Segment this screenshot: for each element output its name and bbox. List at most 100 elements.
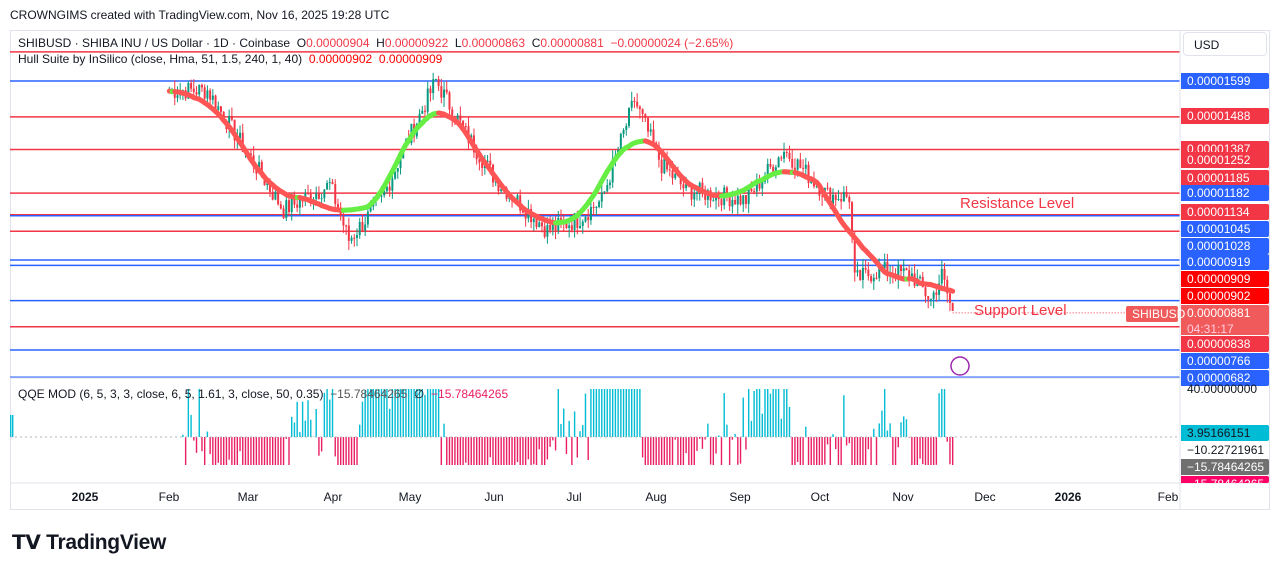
qqe-bar (679, 437, 682, 465)
tradingview-logo[interactable]: 𝗧𝗩 TradingView (12, 531, 167, 554)
qqe-bar (924, 437, 927, 465)
candle (793, 167, 796, 170)
candle (910, 273, 913, 280)
candle (929, 298, 932, 300)
candle (856, 270, 859, 273)
qqe-bar (723, 393, 725, 437)
qqe-bar (546, 437, 549, 460)
qqe-bar (456, 437, 459, 465)
qqe-bar (584, 393, 587, 437)
qqe-bar (263, 437, 266, 465)
qqe-bar (794, 437, 796, 465)
candle (625, 125, 628, 130)
candle (834, 194, 837, 201)
qqe-bar (916, 437, 919, 465)
qqe-bar (739, 437, 742, 464)
qqe-bar (927, 437, 929, 465)
candle (342, 216, 345, 226)
qqe-bar (193, 437, 195, 441)
candle (728, 196, 731, 207)
candle (394, 171, 397, 179)
qqe-axis-label: −15.78464265 (1181, 476, 1269, 483)
candle (690, 186, 693, 200)
candle (356, 235, 358, 238)
qqe-bar (913, 437, 916, 465)
qqe-bar (622, 389, 625, 437)
candle (875, 277, 878, 279)
candle (369, 206, 372, 212)
qqe-bar (407, 389, 410, 437)
qqe-bar (310, 419, 312, 437)
price-axis-level-label: 0.00001028 (1181, 238, 1269, 254)
qqe-bar (220, 437, 222, 465)
qqe-bar (903, 416, 905, 437)
qqe-bar (505, 437, 508, 465)
hull-legend[interactable]: Hull Suite by InSilico (close, Hma, 51, … (18, 52, 443, 66)
candle (481, 162, 484, 168)
qqe-bar (549, 437, 551, 447)
qqe-bar (767, 389, 769, 437)
x-tick-label: Aug (645, 490, 667, 504)
qqe-bar (938, 393, 940, 437)
qqe-bar (693, 437, 695, 465)
candle (652, 129, 655, 143)
candle (192, 88, 195, 93)
qqe-bar (595, 389, 598, 437)
qqe-bar (514, 437, 516, 465)
candle (804, 164, 807, 169)
qqe-bar (881, 410, 883, 437)
candle (758, 179, 761, 189)
price-axis-level-label: 0.00000919 (1181, 254, 1269, 270)
candle (546, 224, 549, 237)
candle (932, 292, 935, 299)
qqe-bar (473, 437, 475, 465)
qqe-bar (832, 434, 834, 437)
qqe-bar (609, 389, 611, 437)
qqe-bar (905, 419, 908, 437)
qqe-bar (231, 437, 233, 465)
price-axis-level-label: 0.00000766 (1181, 353, 1269, 369)
candle (285, 200, 288, 219)
qqe-bar (399, 389, 402, 437)
candle (543, 226, 546, 237)
qqe-bar (603, 389, 606, 437)
last-price: 0.00000881 (1187, 306, 1251, 320)
qqe-bar (726, 424, 728, 437)
candle (649, 129, 652, 132)
candle (682, 184, 685, 189)
qqe-bar (818, 437, 821, 465)
qqe-bar (601, 389, 603, 437)
candle (579, 226, 582, 228)
candle (783, 152, 786, 159)
qqe-bar (718, 435, 720, 437)
symbol-title: SHIBUSD · SHIBA INU / US Dollar · 1D · C… (18, 36, 291, 50)
qqe-bar (543, 437, 546, 465)
qqe-bar (329, 399, 331, 437)
price-axis-level-label: 0.00001252 (1181, 152, 1269, 168)
qqe-bar (796, 437, 799, 462)
qqe-bar (391, 389, 394, 437)
qqe-bar (508, 437, 511, 465)
qqe-bar (334, 437, 336, 457)
hull-value-label: 0.00000902 (1181, 288, 1269, 304)
qqe-bar (707, 423, 709, 437)
qqe-bar (293, 422, 296, 437)
candle (725, 187, 728, 197)
candle (388, 186, 391, 191)
qqe-bar (805, 426, 807, 437)
candle (399, 158, 402, 169)
qqe-legend[interactable]: QQE MOD (6, 5, 3, 3, close, 6, 5, 1.61, … (18, 387, 509, 401)
candle (298, 199, 301, 208)
qqe-bar (271, 437, 274, 465)
hull-value-label: 0.00000909 (1181, 271, 1269, 287)
qqe-bar (856, 437, 859, 465)
candle (900, 264, 902, 272)
candle (674, 173, 677, 179)
qqe-bar (666, 437, 668, 465)
candle (364, 224, 367, 231)
qqe-bar (413, 389, 415, 437)
candle (587, 217, 590, 221)
candle (451, 109, 454, 119)
currency-selector[interactable]: USD (1183, 32, 1267, 56)
